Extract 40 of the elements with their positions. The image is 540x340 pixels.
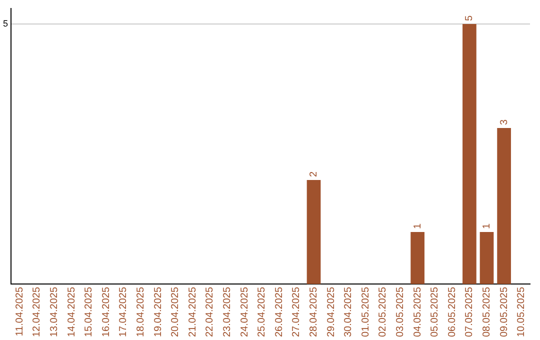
x-tick-label: 28.04.2025 (308, 286, 320, 338)
data-label: 1 (482, 222, 492, 229)
x-tick-label: 13.04.2025 (49, 286, 60, 338)
data-label: 2 (308, 170, 320, 177)
x-tick-label: 19.04.2025 (152, 286, 164, 338)
x-tick-label: 21.04.2025 (187, 286, 198, 338)
data-label: 1 (412, 222, 424, 229)
x-tick-label: 16.04.2025 (100, 286, 112, 338)
data-label: 3 (498, 118, 510, 125)
x-tick-label: 18.04.2025 (136, 286, 147, 338)
x-tick-label: 14.04.2025 (66, 286, 78, 338)
x-tick-label: 02.05.2025 (378, 286, 389, 338)
x-tick-label: 05.05.2025 (430, 286, 441, 338)
x-tick-label: 25.04.2025 (256, 286, 268, 338)
x-tick-label: 03.05.2025 (395, 286, 406, 338)
bar (410, 232, 424, 284)
x-tick-label: 29.04.2025 (326, 286, 337, 338)
x-tick-label: 20.04.2025 (170, 286, 182, 338)
x-tick-label: 09.05.2025 (498, 286, 510, 338)
x-tick-label: 26.04.2025 (274, 286, 285, 338)
x-tick-label: 27.04.2025 (291, 286, 302, 338)
x-tick-label: 17.04.2025 (118, 286, 130, 338)
x-tick-label: 01.05.2025 (360, 286, 372, 338)
x-tick-label: 07.05.2025 (464, 286, 476, 338)
x-tick-label: 30.04.2025 (343, 286, 354, 338)
x-tick-label: 12.04.2025 (32, 286, 43, 338)
bar (497, 128, 511, 284)
x-tick-label: 15.04.2025 (84, 286, 95, 338)
x-tick-label: 11.04.2025 (14, 286, 26, 336)
x-tick-label: 24.04.2025 (239, 286, 250, 338)
bar (462, 24, 476, 284)
x-tick-label: 08.05.2025 (482, 286, 492, 338)
x-tick-label: 23.04.2025 (222, 286, 234, 338)
bar (480, 232, 494, 284)
x-tick-label: 10.05.2025 (516, 286, 528, 338)
bar (306, 180, 321, 284)
x-tick-label: 22.04.2025 (204, 286, 216, 338)
data-label: 5 (464, 14, 476, 21)
x-tick-label: 06.05.2025 (446, 286, 458, 338)
x-tick-label: 04.05.2025 (412, 286, 424, 338)
